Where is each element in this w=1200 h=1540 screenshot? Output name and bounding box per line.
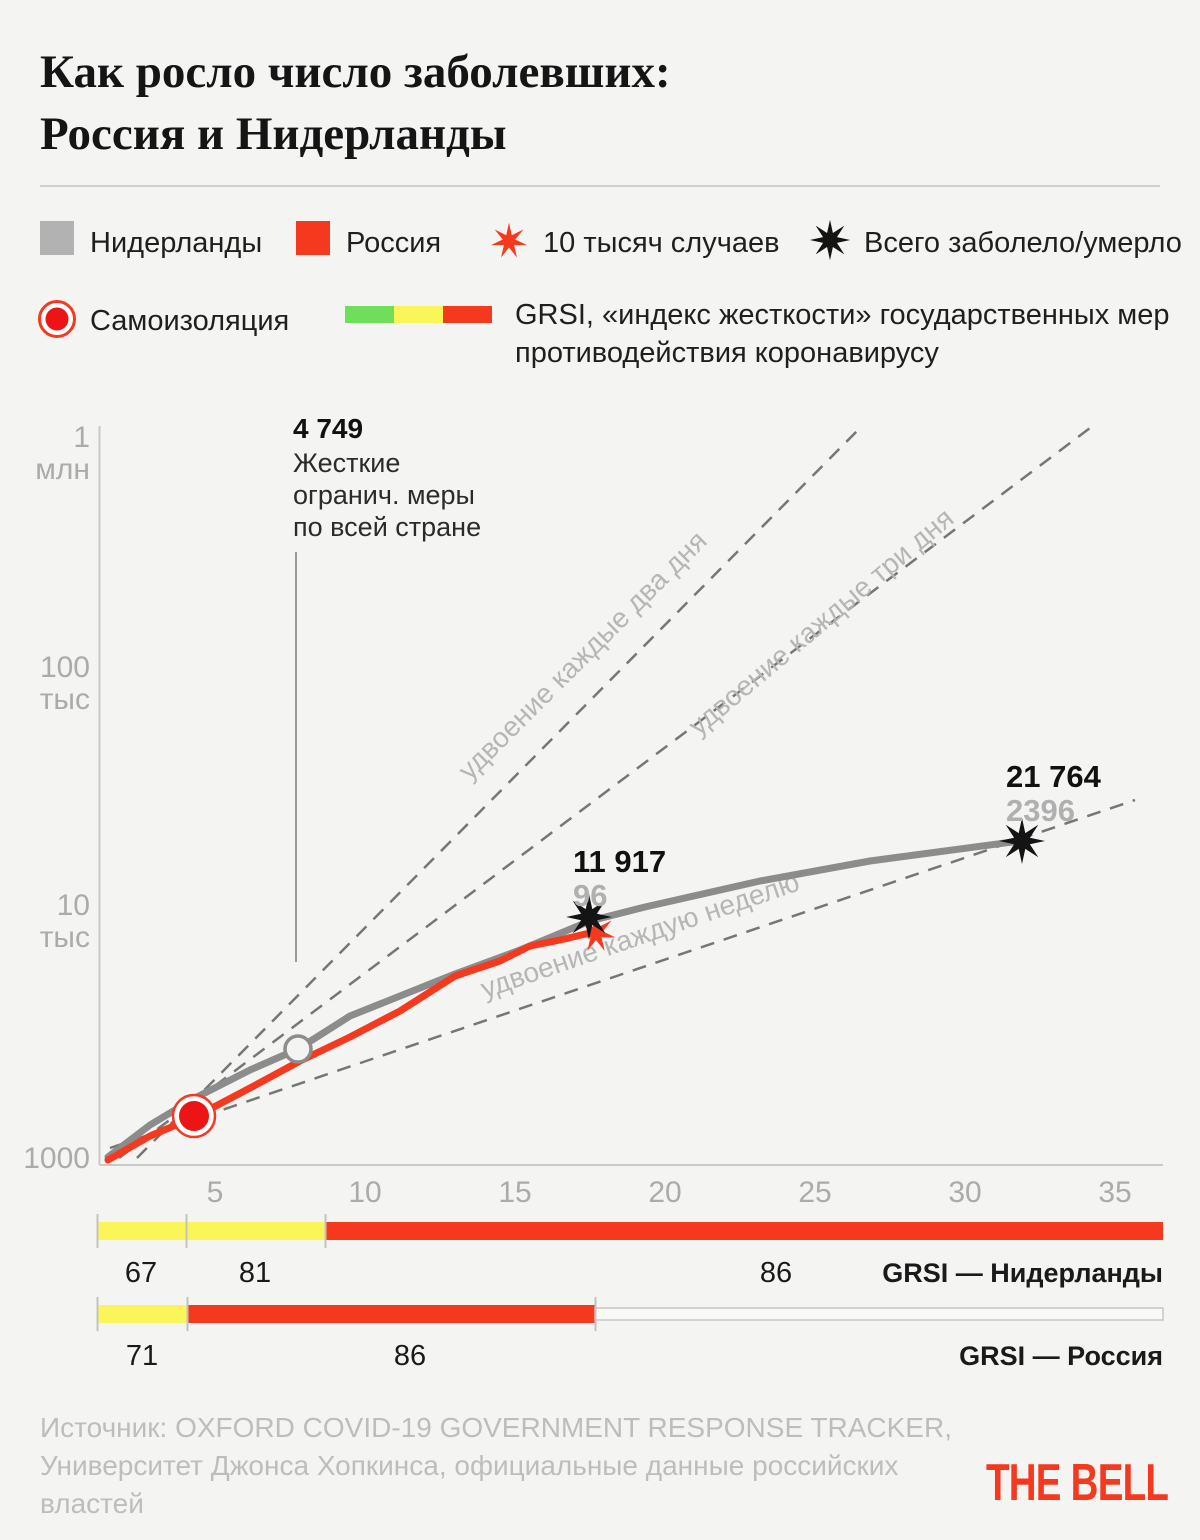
y-axis-tick-labels: 1 млн 100 тыс 10 тыс 1000 — [23, 421, 90, 1175]
russia-total-star-marker-icon — [566, 894, 612, 940]
doubling-week-line — [109, 798, 1136, 1150]
reference-lines — [109, 427, 1136, 1159]
doubling-three-days-line — [118, 427, 1091, 1159]
y-tick-10k-a: 10 — [57, 889, 90, 922]
x-tick-25: 25 — [798, 1176, 831, 1209]
legend-total-label: Всего заболело/умерло — [864, 227, 1182, 259]
grsi-ru-segment-2 — [187, 1305, 595, 1323]
grsi-bar-netherlands: 67 81 86 GRSI — Нидерланды — [96, 1214, 1163, 1289]
grsi-nl-segment-2 — [186, 1222, 325, 1240]
annotation-line1: Жесткие — [293, 448, 400, 478]
page-title-line1: Как росло число заболевших: — [40, 46, 671, 98]
doubling-two-days-line — [136, 427, 861, 1159]
source-line3: властей — [40, 1488, 144, 1519]
source-line2: Университет Джонса Хопкинса, официальные… — [40, 1450, 898, 1481]
the-bell-logo: THE BELL — [986, 1453, 1168, 1511]
russia-cases-label: 11 917 — [573, 844, 666, 879]
source-note: Источник: OXFORD COVID-19 GOVERNMENT RES… — [40, 1412, 952, 1519]
legend-russia-label: Россия — [346, 227, 441, 259]
x-tick-10: 10 — [348, 1176, 381, 1209]
grsi-nl-segment-1 — [97, 1222, 186, 1240]
y-tick-100k-a: 100 — [40, 651, 90, 684]
x-tick-35: 35 — [1098, 1176, 1131, 1209]
grsi-nl-segment-3 — [325, 1222, 1163, 1240]
netherlands-deaths-label: 2396 — [1006, 793, 1075, 828]
legend-netherlands-label: Нидерланды — [90, 227, 262, 259]
netherlands-series-line — [104, 837, 1024, 1161]
y-tick-1mln-b: млн — [35, 453, 90, 486]
netherlands-measures-marker-icon — [283, 1034, 313, 1064]
legend-row-1: Нидерланды Россия 10 тысяч случаев Всего… — [40, 219, 1182, 261]
x-tick-15: 15 — [498, 1176, 531, 1209]
page-title-line2: Россия и Нидерланды — [40, 108, 507, 160]
grsi-ru-value-1: 71 — [126, 1340, 158, 1372]
legend-ten-thousand-label: 10 тысяч случаев — [543, 227, 780, 259]
legend-grsi-line1: GRSI, «индекс жесткости» государственных… — [515, 299, 1170, 331]
x-tick-5: 5 — [207, 1176, 224, 1209]
self-isolation-icon — [38, 300, 76, 338]
legend-grsi-line2: противодействия коронавирусу — [515, 337, 939, 369]
russia-ten-thousand-star-marker-icon — [576, 913, 616, 951]
grsi-ru-segment-1 — [97, 1305, 187, 1323]
annotation-line2: огранич. меры — [293, 480, 475, 510]
russia-deaths-label: 96 — [573, 878, 607, 913]
grsi-scale-icon — [345, 306, 492, 323]
grsi-nl-value-2: 81 — [239, 1257, 271, 1289]
y-tick-1mln-a: 1 — [73, 421, 90, 454]
grsi-nl-value-3: 86 — [760, 1257, 792, 1289]
netherlands-swatch-icon — [40, 221, 74, 255]
netherlands-total-star-marker-icon — [999, 818, 1045, 864]
annotation-value: 4 749 — [293, 413, 363, 444]
legend-self-isolation-label: Самоизоляция — [90, 305, 289, 337]
ten-thousand-star-icon — [491, 222, 527, 258]
grsi-ru-value-2: 86 — [394, 1340, 426, 1372]
netherlands-measures-annotation: 4 749 Жесткие огранич. меры по всей стра… — [293, 413, 481, 962]
grsi-ru-segment-empty — [594, 1307, 1164, 1321]
y-tick-100k-b: тыс — [40, 683, 90, 716]
x-tick-30: 30 — [948, 1176, 981, 1209]
legend-row-2: Самоизоляция GRSI, «индекс жесткости» го… — [38, 299, 1170, 369]
x-axis-tick-labels: 5 10 15 20 25 30 35 — [207, 1176, 1132, 1209]
russia-swatch-icon — [296, 221, 330, 255]
x-tick-20: 20 — [648, 1176, 681, 1209]
grsi-ru-name: GRSI — Россия — [959, 1341, 1163, 1371]
annotation-line3: по всей стране — [293, 512, 481, 542]
total-star-icon — [809, 219, 851, 261]
y-tick-10k-b: тыс — [40, 921, 90, 954]
source-line1: Источник: OXFORD COVID-19 GOVERNMENT RES… — [40, 1412, 952, 1443]
grsi-nl-value-1: 67 — [125, 1257, 157, 1289]
grsi-nl-name: GRSI — Нидерланды — [882, 1258, 1163, 1288]
y-tick-1000: 1000 — [23, 1142, 90, 1175]
russia-self-isolation-marker-icon — [171, 1093, 217, 1139]
netherlands-cases-label: 21 764 — [1006, 759, 1102, 794]
grsi-bar-russia: 71 86 GRSI — Россия — [96, 1297, 1164, 1372]
